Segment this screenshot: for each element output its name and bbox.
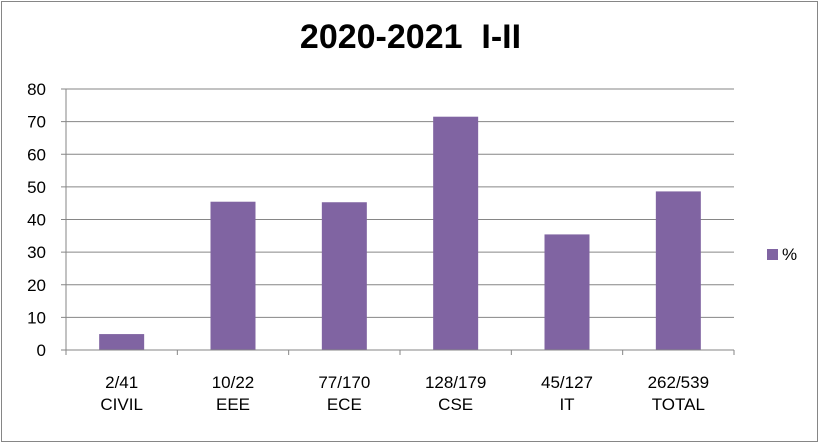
x-category-label: 128/179 CSE bbox=[425, 373, 486, 414]
y-tick-label: 70 bbox=[27, 113, 46, 132]
legend-label: % bbox=[782, 245, 797, 264]
y-tick-label: 20 bbox=[27, 276, 46, 295]
x-category-label: 45/127 IT bbox=[541, 373, 593, 414]
x-category-label-line: ECE bbox=[327, 395, 362, 414]
x-category-label: 10/22 EEE bbox=[212, 373, 255, 414]
y-tick-label: 10 bbox=[27, 308, 46, 327]
bar-series bbox=[99, 116, 701, 350]
chart-title: 2020-2021 I-II bbox=[299, 18, 522, 56]
legend-swatch bbox=[767, 249, 778, 260]
bar bbox=[433, 116, 479, 350]
legend: % bbox=[767, 245, 797, 264]
x-category-label-line: IT bbox=[559, 395, 574, 414]
bar bbox=[655, 191, 701, 350]
y-tick-label: 30 bbox=[27, 243, 46, 262]
y-tick-label: 0 bbox=[37, 341, 46, 360]
x-category-label-line: CSE bbox=[438, 395, 473, 414]
x-category-label-line: 10/22 bbox=[212, 373, 255, 392]
y-tick-label: 80 bbox=[27, 80, 46, 99]
y-tick-label: 50 bbox=[27, 178, 46, 197]
x-category-label-line: 128/179 bbox=[425, 373, 486, 392]
x-category-label-line: CIVIL bbox=[100, 395, 143, 414]
x-axis-category-labels: 2/41 CIVIL 10/22 EEE 77/170 ECE 128/179 CSE 45/1… bbox=[100, 373, 709, 414]
bar bbox=[210, 201, 256, 350]
x-category-label-line: 77/170 bbox=[318, 373, 370, 392]
gridlines bbox=[61, 88, 734, 351]
x-category-label-line: EEE bbox=[216, 395, 250, 414]
bar bbox=[321, 202, 367, 350]
bar bbox=[544, 234, 590, 350]
x-category-label: 262/539 TOTAL bbox=[648, 373, 709, 414]
x-category-label-line: 2/41 bbox=[105, 373, 138, 392]
x-category-label-line: 262/539 bbox=[648, 373, 709, 392]
bar bbox=[99, 334, 145, 350]
x-category-label: 2/41 CIVIL bbox=[100, 373, 143, 414]
y-axis-tick-labels: 0 10 20 30 40 50 60 70 80 bbox=[27, 80, 46, 360]
x-category-label-line: TOTAL bbox=[652, 395, 705, 414]
x-category-label-line: 45/127 bbox=[541, 373, 593, 392]
y-tick-label: 60 bbox=[27, 145, 46, 164]
y-tick-label: 40 bbox=[27, 211, 46, 230]
axes bbox=[65, 89, 735, 355]
x-category-label: 77/170 ECE bbox=[318, 373, 370, 414]
